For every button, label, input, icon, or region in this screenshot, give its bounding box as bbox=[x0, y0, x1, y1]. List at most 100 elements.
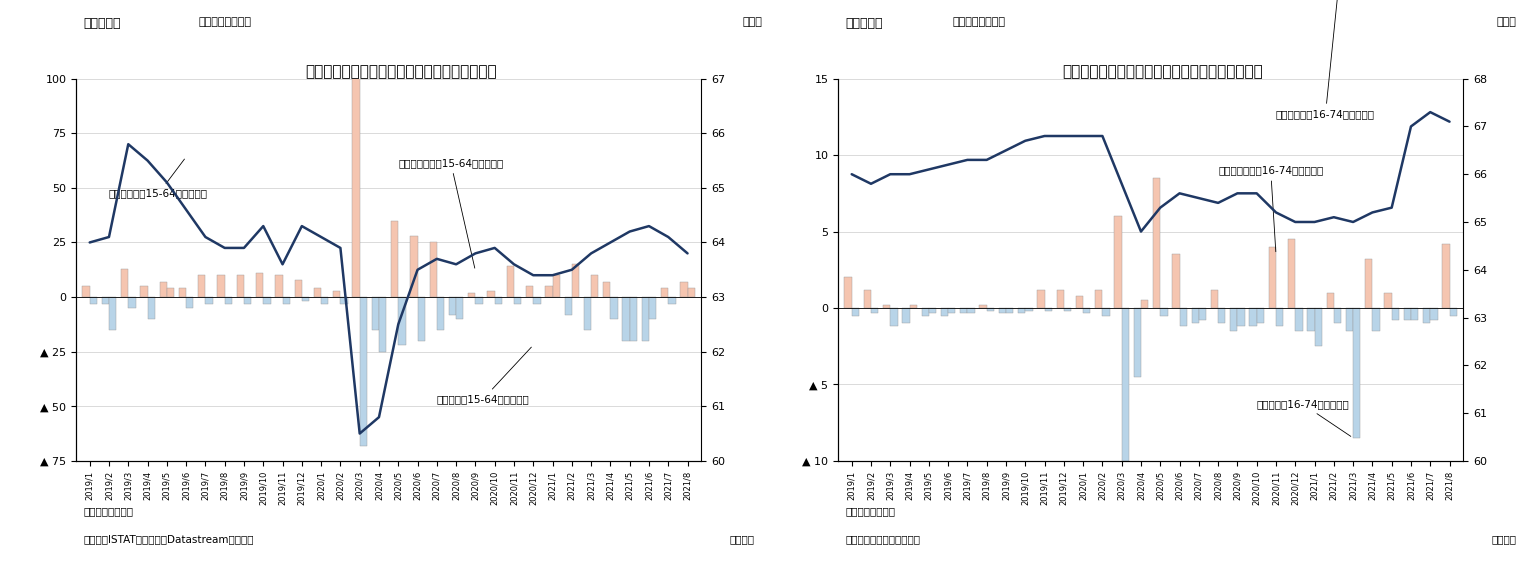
Bar bbox=[102, 297, 110, 303]
Bar bbox=[264, 297, 271, 303]
Bar bbox=[166, 288, 174, 297]
Bar bbox=[186, 297, 194, 308]
Text: （月次）: （月次） bbox=[1492, 534, 1516, 544]
Bar bbox=[128, 297, 136, 308]
Bar bbox=[488, 291, 495, 297]
Bar bbox=[1391, 308, 1399, 320]
Text: （資料）ISTATのデータをDatastreamより取得: （資料）ISTATのデータをDatastreamより取得 bbox=[84, 534, 255, 544]
Bar bbox=[1308, 308, 1315, 331]
Bar bbox=[1326, 293, 1334, 308]
Bar bbox=[140, 286, 148, 297]
Bar bbox=[468, 293, 475, 297]
Bar bbox=[392, 221, 398, 297]
Text: （図表７）: （図表７） bbox=[84, 17, 122, 30]
Bar bbox=[206, 297, 213, 303]
Bar bbox=[448, 297, 456, 315]
Bar bbox=[276, 275, 282, 297]
Text: （％）: （％） bbox=[1497, 17, 1516, 27]
Bar bbox=[437, 297, 443, 330]
Bar bbox=[148, 297, 155, 319]
Text: 非労働者人口（16-74才）の変化: 非労働者人口（16-74才）の変化 bbox=[1218, 165, 1323, 252]
Bar bbox=[642, 297, 649, 341]
Bar bbox=[940, 308, 948, 316]
Bar bbox=[1018, 308, 1026, 312]
Bar bbox=[1218, 308, 1225, 323]
Bar bbox=[1404, 308, 1411, 320]
Bar bbox=[224, 297, 232, 303]
Bar bbox=[1006, 308, 1013, 312]
Text: （月次）: （月次） bbox=[730, 534, 754, 544]
Bar bbox=[564, 297, 572, 315]
Bar bbox=[1442, 244, 1449, 308]
Text: （注）季節調整値: （注）季節調整値 bbox=[84, 506, 134, 516]
Bar bbox=[680, 282, 687, 297]
Bar bbox=[256, 273, 264, 297]
Bar bbox=[864, 289, 872, 308]
Bar bbox=[1268, 247, 1276, 308]
Bar bbox=[506, 266, 514, 297]
Bar bbox=[980, 305, 986, 308]
Bar bbox=[495, 297, 501, 303]
Bar bbox=[244, 297, 251, 303]
Text: 労働参加率（15-64才、右軸）: 労働参加率（15-64才、右軸） bbox=[110, 159, 207, 198]
Bar bbox=[1230, 308, 1237, 331]
Bar bbox=[844, 278, 852, 308]
Bar bbox=[1430, 308, 1437, 320]
Bar bbox=[629, 297, 637, 341]
Bar bbox=[236, 275, 244, 297]
Bar bbox=[1064, 308, 1071, 311]
Bar bbox=[622, 297, 629, 341]
Bar bbox=[1288, 239, 1295, 308]
Text: （前月差、万人）: （前月差、万人） bbox=[198, 17, 251, 27]
Bar bbox=[475, 297, 483, 303]
Bar bbox=[960, 308, 968, 312]
Bar bbox=[882, 305, 890, 308]
Bar bbox=[1449, 308, 1457, 316]
Bar bbox=[687, 288, 695, 297]
Bar bbox=[910, 305, 917, 308]
Bar bbox=[1122, 308, 1129, 461]
Bar bbox=[514, 297, 521, 303]
Bar bbox=[314, 288, 322, 297]
Bar bbox=[1411, 308, 1419, 320]
Bar bbox=[1044, 308, 1052, 311]
Bar bbox=[546, 286, 553, 297]
Bar bbox=[430, 242, 437, 297]
Bar bbox=[302, 297, 309, 301]
Bar bbox=[1295, 308, 1303, 331]
Bar bbox=[379, 297, 386, 352]
Bar bbox=[1423, 308, 1430, 323]
Bar bbox=[928, 308, 936, 312]
Bar bbox=[410, 236, 418, 297]
Bar bbox=[1160, 308, 1167, 316]
Bar bbox=[1315, 308, 1321, 346]
Bar bbox=[352, 72, 360, 297]
Bar bbox=[998, 308, 1006, 312]
Bar bbox=[902, 308, 910, 323]
Bar bbox=[1276, 308, 1283, 327]
Bar bbox=[340, 297, 347, 303]
Bar bbox=[334, 291, 340, 297]
Bar bbox=[1384, 293, 1391, 308]
Text: （注）季節調整値: （注）季節調整値 bbox=[846, 506, 896, 516]
Text: 失業者数（15-64才）の変化: 失業者数（15-64才）の変化 bbox=[437, 347, 532, 404]
Text: （資料）ポルトガル統計局: （資料）ポルトガル統計局 bbox=[846, 534, 920, 544]
Text: （図表８）: （図表８） bbox=[846, 17, 884, 30]
Bar bbox=[922, 308, 928, 316]
Bar bbox=[890, 308, 898, 327]
Bar bbox=[526, 286, 533, 297]
Bar bbox=[110, 297, 116, 330]
Bar bbox=[1154, 178, 1160, 308]
Bar bbox=[661, 288, 668, 297]
Bar bbox=[1102, 308, 1109, 316]
Bar bbox=[533, 297, 541, 303]
Bar bbox=[178, 288, 186, 297]
Bar bbox=[1038, 289, 1044, 308]
Text: （前月差、万人）: （前月差、万人） bbox=[952, 17, 1006, 27]
Text: 失業者数（16-74才）の変化: 失業者数（16-74才）の変化 bbox=[1257, 400, 1350, 436]
Bar bbox=[372, 297, 379, 330]
Bar bbox=[948, 308, 956, 312]
Bar bbox=[1114, 216, 1122, 308]
Text: （％）: （％） bbox=[742, 17, 762, 27]
Bar bbox=[1096, 289, 1102, 308]
